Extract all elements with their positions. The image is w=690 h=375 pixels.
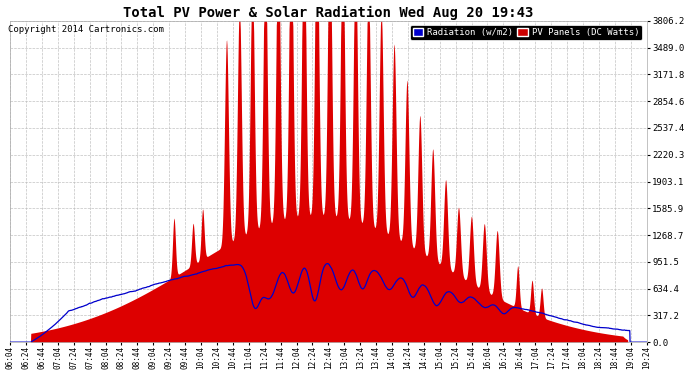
Text: Copyright 2014 Cartronics.com: Copyright 2014 Cartronics.com [8, 25, 164, 34]
Title: Total PV Power & Solar Radiation Wed Aug 20 19:43: Total PV Power & Solar Radiation Wed Aug… [123, 6, 533, 20]
Legend: Radiation (w/m2), PV Panels (DC Watts): Radiation (w/m2), PV Panels (DC Watts) [410, 26, 642, 40]
